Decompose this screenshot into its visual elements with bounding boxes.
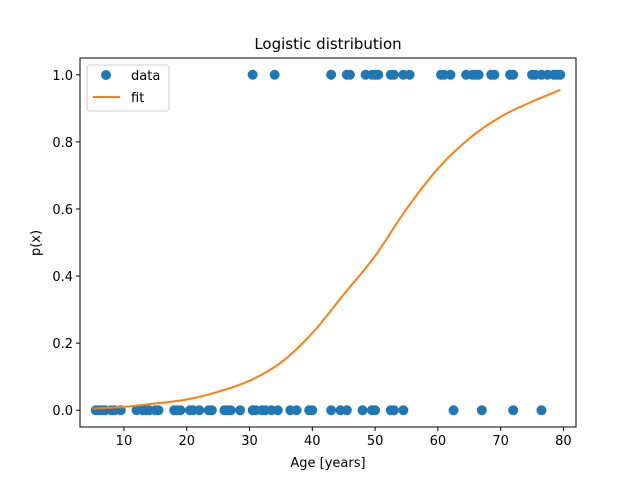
data-point xyxy=(489,69,500,80)
data-point xyxy=(291,405,302,416)
data-point xyxy=(175,405,186,416)
y-axis: 0.0 0.2 0.4 0.6 0.8 1.0 xyxy=(52,69,80,419)
plot-area xyxy=(90,69,566,416)
x-axis-label: Age [years] xyxy=(290,456,365,471)
x-tick-label: 80 xyxy=(555,434,572,449)
data-point xyxy=(555,69,566,80)
data-point xyxy=(536,405,547,416)
y-tick-label: 0.6 xyxy=(52,203,73,218)
data-point xyxy=(388,405,399,416)
data-point xyxy=(473,69,484,80)
y-tick-label: 0.2 xyxy=(52,337,73,352)
x-axis: 10 20 30 40 50 60 70 80 xyxy=(116,427,572,449)
data-point xyxy=(225,405,236,416)
data-point xyxy=(476,405,487,416)
data-point xyxy=(206,405,217,416)
data-point xyxy=(269,69,280,80)
data-point xyxy=(235,405,246,416)
axes-frame xyxy=(79,57,577,428)
data-point xyxy=(194,405,205,416)
data-point xyxy=(153,405,164,416)
data-point xyxy=(508,69,519,80)
legend-marker-data xyxy=(101,70,111,80)
chart-title: Logistic distribution xyxy=(254,35,401,53)
x-tick-label: 30 xyxy=(241,434,258,449)
data-point xyxy=(341,405,352,416)
y-tick-label: 0.0 xyxy=(52,404,73,419)
data-point xyxy=(398,405,409,416)
legend-label-data: data xyxy=(131,69,160,84)
y-tick-label: 0.8 xyxy=(52,136,73,151)
y-tick-label: 0.4 xyxy=(52,270,73,285)
data-point xyxy=(445,69,456,80)
data-point xyxy=(307,405,318,416)
data-point xyxy=(357,405,368,416)
data-point xyxy=(326,69,337,80)
x-tick-label: 40 xyxy=(304,434,321,449)
data-point xyxy=(344,69,355,80)
data-point xyxy=(404,69,415,80)
x-tick-label: 60 xyxy=(430,434,447,449)
data-point xyxy=(326,405,337,416)
data-point xyxy=(370,405,381,416)
data-point xyxy=(508,405,519,416)
y-tick-label: 1.0 xyxy=(52,69,73,84)
x-tick-label: 10 xyxy=(116,434,133,449)
data-point xyxy=(247,69,258,80)
data-point xyxy=(388,69,399,80)
y-axis-label: p(x) xyxy=(29,230,44,256)
x-tick-label: 70 xyxy=(492,434,509,449)
fit-line xyxy=(92,88,561,410)
x-tick-label: 20 xyxy=(178,434,195,449)
data-point xyxy=(272,405,283,416)
data-point xyxy=(448,405,459,416)
data-point xyxy=(373,69,384,80)
x-tick-label: 50 xyxy=(367,434,384,449)
legend: data fit xyxy=(86,64,170,112)
legend-label-fit: fit xyxy=(131,91,144,106)
